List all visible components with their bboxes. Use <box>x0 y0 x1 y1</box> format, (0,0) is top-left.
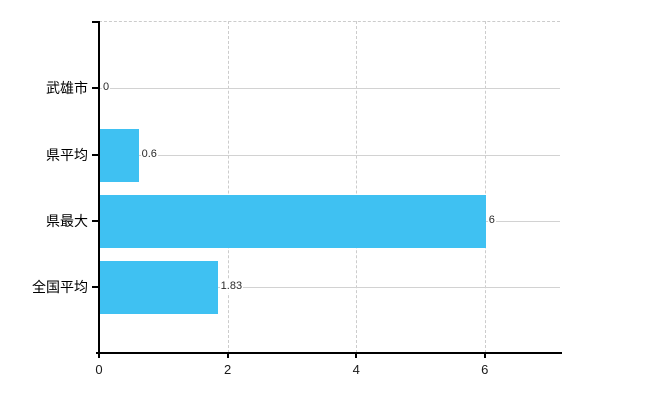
bar <box>100 260 218 314</box>
value-label: 0 <box>102 81 111 94</box>
value-label: 6 <box>487 214 496 227</box>
x-axis-line <box>96 352 562 354</box>
category-label: 県平均 <box>46 147 88 163</box>
y-axis-tick <box>92 154 99 156</box>
plot-top-border <box>99 21 560 22</box>
y-axis-tick <box>92 220 99 222</box>
x-axis-tick <box>483 353 486 358</box>
x-axis-tick <box>226 353 229 358</box>
x-axis-tick <box>355 353 358 358</box>
horizontal-gridline <box>99 287 560 288</box>
x-tick-label: 2 <box>223 362 232 377</box>
y-axis-tick <box>92 286 99 288</box>
y-axis-line <box>98 21 100 353</box>
x-tick-label: 0 <box>95 362 103 377</box>
x-axis-tick <box>98 353 100 358</box>
vertical-gridline <box>484 21 486 353</box>
bar <box>100 128 139 182</box>
bar <box>100 194 486 248</box>
category-label: 県最大 <box>46 213 88 229</box>
value-label: 1.83 <box>219 280 244 293</box>
x-tick-label: 6 <box>481 362 489 377</box>
value-label: 0.6 <box>140 148 158 161</box>
category-label: 全国平均 <box>32 279 88 295</box>
horizontal-gridline <box>99 88 560 89</box>
category-label: 武雄市 <box>46 80 88 96</box>
horizontal-gridline <box>99 155 560 156</box>
x-tick-label: 4 <box>352 362 360 377</box>
vertical-gridline <box>227 21 229 353</box>
vertical-gridline <box>356 21 358 353</box>
y-axis-tick <box>92 87 99 89</box>
y-axis-end-tick <box>92 21 99 23</box>
